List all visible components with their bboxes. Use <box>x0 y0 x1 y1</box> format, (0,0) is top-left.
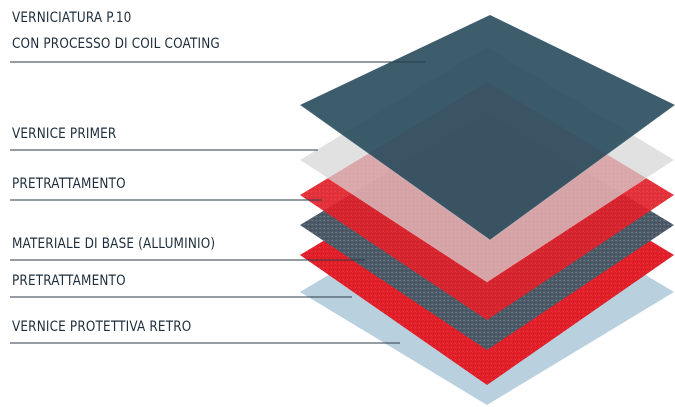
layer-label: CON PROCESSO DI COIL COATING <box>12 36 220 52</box>
layer-label: VERNICE PROTETTIVA RETRO <box>12 319 191 335</box>
layer-top-coat <box>300 15 675 240</box>
layer-label: VERNICE PRIMER <box>12 126 116 142</box>
layer-label: MATERIALE DI BASE (ALLUMINIO) <box>12 236 215 252</box>
labels: VERNICIATURA P.10 CON PROCESSO DI COIL CO… <box>12 10 220 335</box>
layer-label: PRETRATTAMENTO <box>12 176 126 192</box>
layer-label: VERNICIATURA P.10 <box>12 10 132 26</box>
leader-lines <box>10 61 425 344</box>
layer-label: PRETRATTAMENTO <box>12 273 126 289</box>
layer-edge <box>299 159 675 283</box>
layer-edge <box>299 104 675 241</box>
layer-stack <box>299 15 675 405</box>
